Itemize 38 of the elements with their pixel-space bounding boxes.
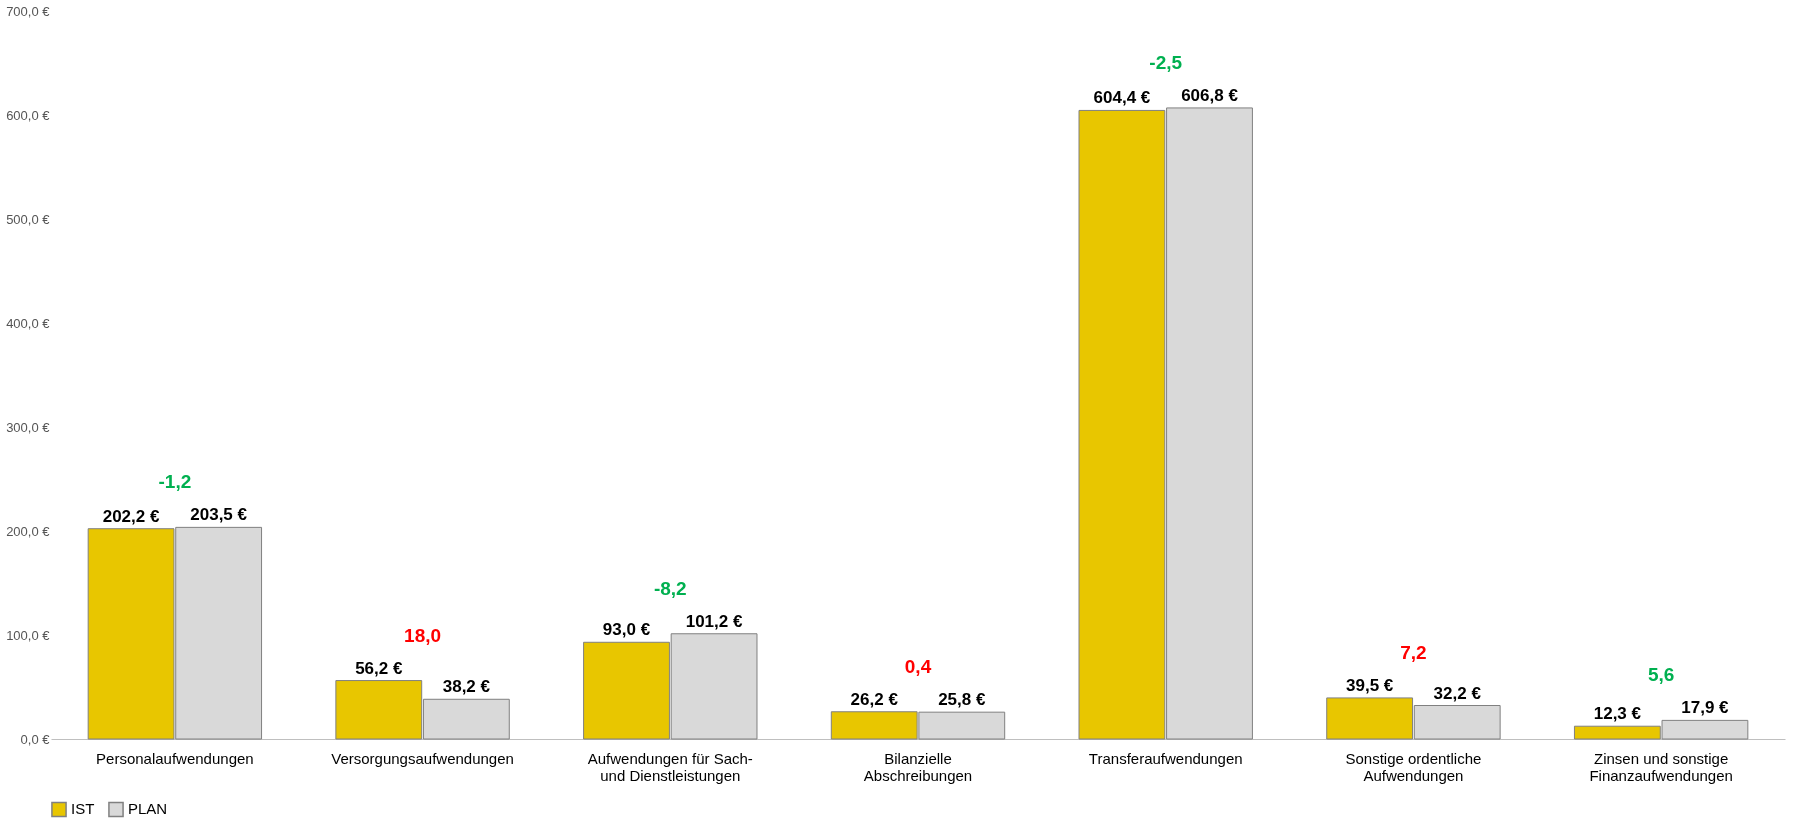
data-label: 101,2 €	[685, 611, 743, 631]
annotation: -1,2	[158, 471, 192, 493]
y-tick-label: 500,0 €	[6, 211, 51, 227]
data-label: 39,5 €	[1346, 675, 1394, 695]
legend-label: IST	[71, 800, 95, 818]
annotation: -2,5	[1149, 51, 1183, 73]
y-tick-label: 200,0 €	[6, 523, 51, 539]
x-tick-label: Versorgungsaufwendungen	[331, 749, 514, 767]
y-tick-label: 100,0 €	[6, 627, 51, 643]
data-label: 17,9 €	[1681, 698, 1730, 718]
data-label: 32,2 €	[1433, 683, 1482, 703]
data-label: 93,0 €	[602, 620, 651, 640]
x-tick-label: Sonstige ordentliche Aufwendungen	[1345, 749, 1482, 784]
data-label: 203,5 €	[190, 505, 248, 525]
data-label: 202,2 €	[102, 506, 160, 526]
annotation: 5,6	[1647, 664, 1675, 686]
data-label: 606,8 €	[1181, 85, 1239, 105]
annotation: 18,0	[404, 624, 442, 646]
x-tick-label: Aufwendungen für Sach- und Dienstleistungen	[587, 749, 753, 784]
data-label: 604,4 €	[1093, 88, 1151, 108]
x-tick-label: Transferaufwendungen	[1088, 749, 1243, 767]
legend-label: PLAN	[128, 800, 168, 818]
x-tick-label: Zinsen und sonstige Finanzaufwendungen	[1589, 749, 1733, 784]
y-tick-label: 0,0 €	[20, 731, 51, 747]
data-label: 12,3 €	[1593, 704, 1642, 724]
annotation: 0,4	[904, 655, 932, 677]
x-tick-label: Personalaufwendungen	[96, 749, 254, 767]
data-label: 56,2 €	[355, 658, 403, 678]
annotation: 7,2	[1400, 641, 1427, 663]
y-tick-label: 700,0 €	[6, 3, 51, 19]
data-label: 38,2 €	[442, 677, 491, 697]
data-label: 26,2 €	[850, 689, 899, 709]
y-tick-label: 600,0 €	[6, 107, 51, 123]
data-label: 25,8 €	[938, 690, 986, 710]
x-tick-label: Bilanzielle Abschreibungen	[863, 749, 973, 784]
y-tick-label: 300,0 €	[6, 419, 51, 435]
y-tick-label: 400,0 €	[6, 315, 51, 331]
annotation: -8,2	[653, 577, 687, 599]
